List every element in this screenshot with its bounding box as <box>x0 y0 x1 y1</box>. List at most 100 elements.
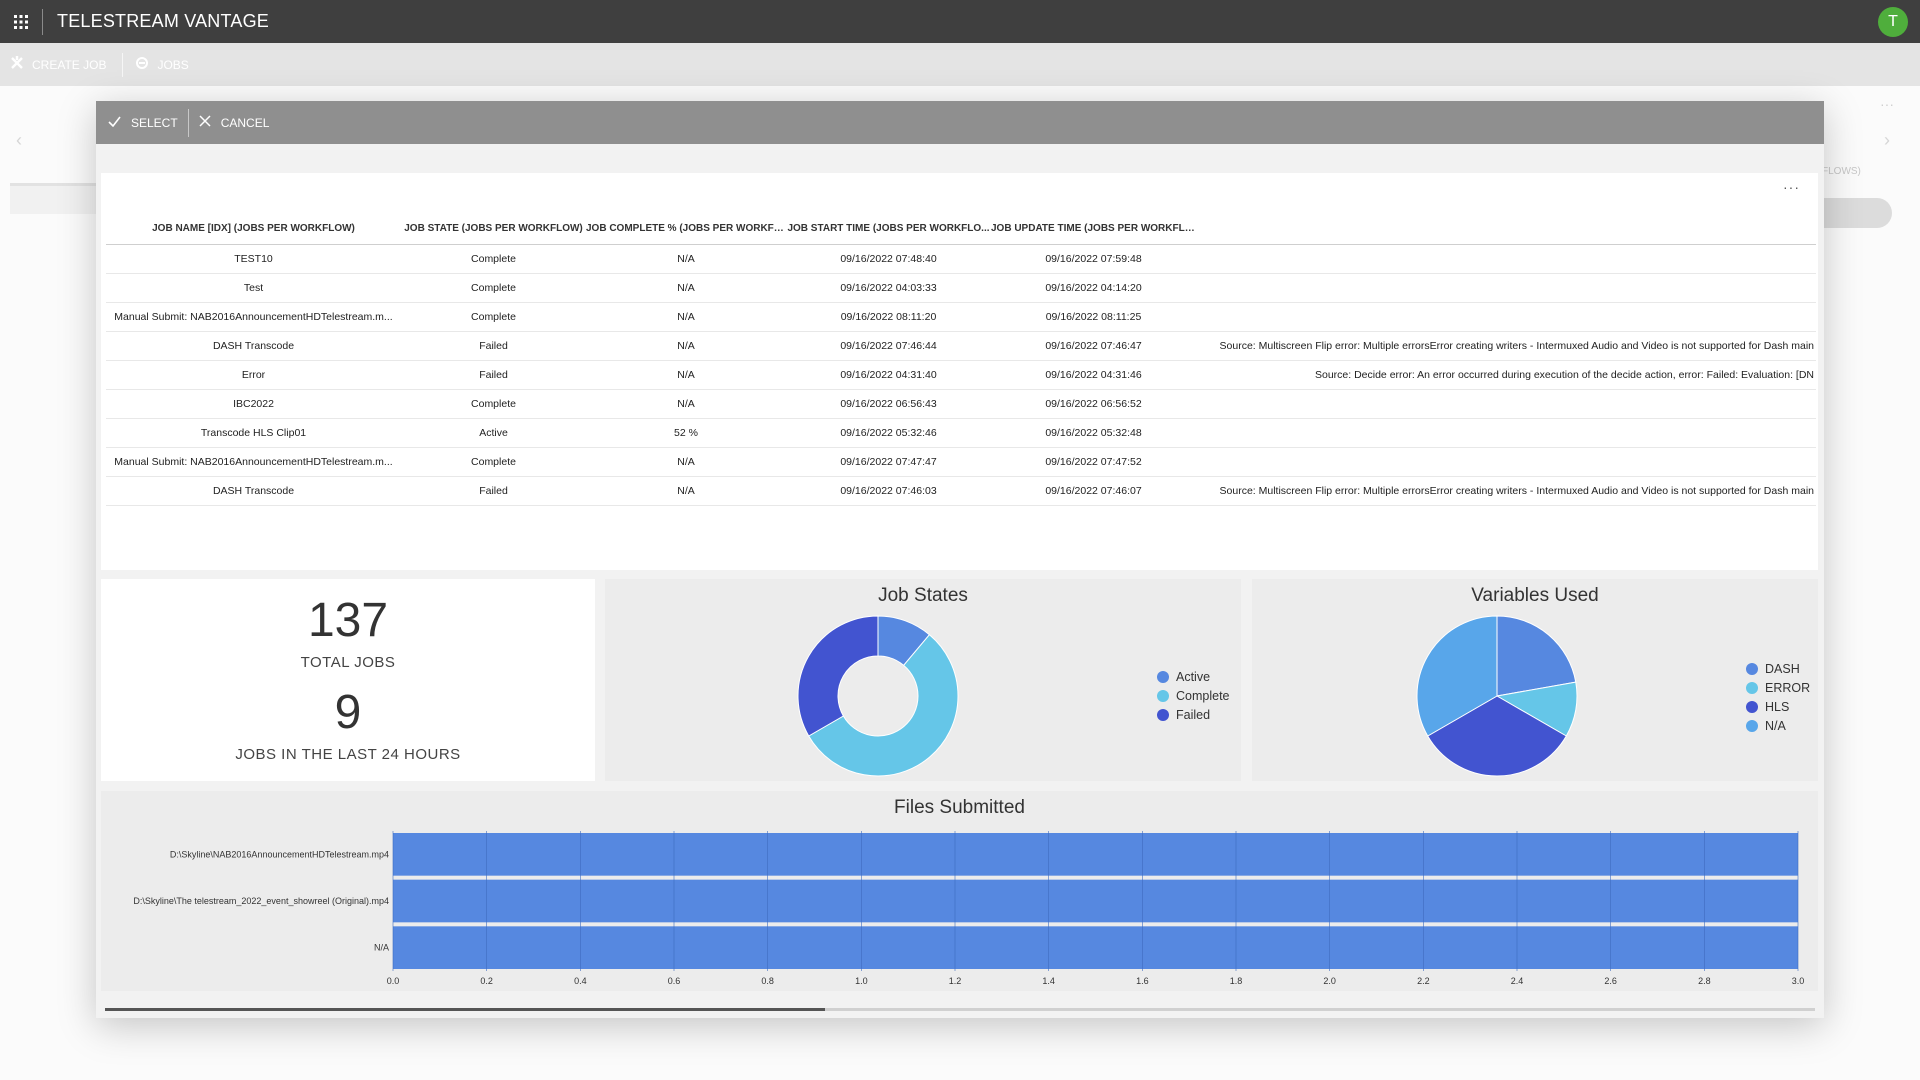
cell-job-state: Complete <box>471 253 516 265</box>
x-tick-label: 2.6 <box>1604 976 1617 986</box>
variables-used-title: Variables Used <box>1471 585 1599 606</box>
jobs-icon <box>135 56 149 73</box>
create-job-label: CREATE JOB <box>32 57 107 72</box>
pie-slice-n-a[interactable] <box>1416 615 1498 737</box>
column-header-start-time[interactable]: JOB START TIME (JOBS PER WORKFLO... <box>787 223 990 234</box>
pie-slice-complete[interactable] <box>808 634 959 777</box>
x-tick-label: 0.8 <box>761 976 774 986</box>
select-button[interactable]: SELECT <box>108 101 188 144</box>
legend-item[interactable]: N/A <box>1746 716 1810 735</box>
legend-swatch <box>1746 681 1758 694</box>
table-row[interactable]: DASH Transcode Failed N/A 09/16/2022 07:46:… <box>106 332 1816 361</box>
header-divider <box>42 8 43 35</box>
bar[interactable] <box>393 879 1798 923</box>
legend-item[interactable]: Failed <box>1157 705 1230 724</box>
dialog-toolbar-divider <box>187 108 189 137</box>
legend-item[interactable]: ERROR <box>1746 678 1810 697</box>
create-job-button[interactable]: CREATE JOB <box>10 56 106 73</box>
legend-label: Complete <box>1176 688 1230 703</box>
legend-swatch <box>1157 670 1169 683</box>
cell-job-state: Complete <box>471 456 516 468</box>
x-tick-label: 0.0 <box>387 976 400 986</box>
column-header-job-complete[interactable]: JOB COMPLETE % (JOBS PER WORKFLOW) <box>586 223 786 234</box>
legend-item[interactable]: DASH <box>1746 659 1810 678</box>
job-states-title: Job States <box>878 585 968 606</box>
legend-label: N/A <box>1765 718 1786 733</box>
table-row[interactable]: TEST10 Complete N/A 09/16/2022 07:48:40 09/1… <box>106 245 1816 274</box>
close-icon <box>199 115 211 130</box>
background-divider <box>10 183 96 186</box>
pie-slice-dash[interactable] <box>1496 615 1577 697</box>
legend-item[interactable]: Complete <box>1157 686 1230 705</box>
check-icon <box>108 116 121 130</box>
select-dialog: SELECT CANCEL ··· JOB NAME [IDX] (JOBS P… <box>96 101 1824 1018</box>
files-submitted-title: Files Submitted <box>894 797 1025 818</box>
cell-job-complete: 52 % <box>674 427 698 439</box>
x-tick-label: 2.8 <box>1698 976 1711 986</box>
bar[interactable] <box>393 833 1798 876</box>
column-header-job-state[interactable]: JOB STATE (JOBS PER WORKFLOW) <box>404 223 583 234</box>
column-header-job-name[interactable]: JOB NAME [IDX] (JOBS PER WORKFLOW) <box>152 223 355 234</box>
cell-job-name: Transcode HLS Clip01 <box>200 427 307 439</box>
background-column-label: FLOWS) <box>1822 166 1861 177</box>
column-header-update-time[interactable]: JOB UPDATE TIME (JOBS PER WORKFLO... <box>991 223 1196 234</box>
cell-start-time: 09/16/2022 08:11:20 <box>840 311 937 323</box>
legend-label: Active <box>1176 669 1211 684</box>
more-options-icon[interactable]: ··· <box>1783 179 1800 195</box>
cell-job-state: Complete <box>471 311 516 323</box>
cell-update-time: 09/16/2022 04:14:20 <box>1045 282 1142 294</box>
cell-job-complete: N/A <box>677 340 695 352</box>
cell-job-name: Manual Submit: NAB2016AnnouncementHDTele… <box>114 456 393 468</box>
cell-job-name: DASH Transcode <box>212 485 295 497</box>
table-row[interactable]: IBC2022 Complete N/A 09/16/2022 06:56:43 09/… <box>106 390 1816 419</box>
x-tick-label: 3.0 <box>1792 976 1805 986</box>
cell-update-time: 09/16/2022 05:32:48 <box>1045 427 1142 439</box>
x-tick-label: 0.4 <box>574 976 587 986</box>
cell-job-complete: N/A <box>677 456 695 468</box>
table-row[interactable]: Manual Submit: NAB2016AnnouncementHDTele… <box>106 448 1816 477</box>
x-tick-label: 1.0 <box>855 976 868 986</box>
jobs-table-card: ··· JOB NAME [IDX] (JOBS PER WORKFLOW) J… <box>101 173 1818 570</box>
table-row[interactable]: Test Complete N/A 09/16/2022 04:03:33 09/16/… <box>106 274 1816 303</box>
legend-item[interactable]: Active <box>1157 667 1230 686</box>
files-submitted-chart: D:\Skyline\NAB2016AnnouncementHDTelestre… <box>133 831 1805 986</box>
background-pill <box>1818 198 1892 228</box>
table-row[interactable]: Error Failed N/A 09/16/2022 04:31:40 09/16/2… <box>106 361 1816 390</box>
cancel-button[interactable]: CANCEL <box>199 101 280 144</box>
user-avatar[interactable]: T <box>1878 7 1908 37</box>
pie-slice-failed[interactable] <box>797 615 879 737</box>
files-submitted-panel: Files Submitted D:\Skyline\NAB2016Announ… <box>101 791 1818 991</box>
app-header: TELESTREAM VANTAGE T <box>0 0 1920 43</box>
scrollbar-thumb[interactable] <box>105 1008 825 1011</box>
cell-job-name: Test <box>243 282 264 294</box>
cell-job-state: Complete <box>471 282 516 294</box>
cell-start-time: 09/16/2022 04:03:33 <box>840 282 937 294</box>
cell-message: Source: Multiscreen Flip error: Multiple… <box>1219 485 1814 497</box>
cell-job-complete: N/A <box>677 369 695 381</box>
legend-swatch <box>1157 689 1169 702</box>
horizontal-scrollbar[interactable] <box>105 1008 1815 1011</box>
cell-update-time: 09/16/2022 04:31:46 <box>1045 369 1142 381</box>
table-row[interactable]: Manual Submit: NAB2016AnnouncementHDTele… <box>106 303 1816 332</box>
bar[interactable] <box>393 926 1798 969</box>
pie-slice-hls[interactable] <box>1427 695 1567 777</box>
x-tick-label: 1.6 <box>1136 976 1149 986</box>
cell-start-time: 09/16/2022 04:31:40 <box>840 369 937 381</box>
cell-start-time: 09/16/2022 07:47:47 <box>840 456 937 468</box>
apps-grid-icon[interactable] <box>0 0 42 43</box>
x-tick-label: 1.2 <box>949 976 962 986</box>
jobs-button[interactable]: JOBS <box>135 56 189 73</box>
job-states-panel: Job States Active Complete Failed <box>605 579 1241 781</box>
cell-update-time: 09/16/2022 07:47:52 <box>1045 456 1142 468</box>
cell-start-time: 09/16/2022 07:46:03 <box>840 485 937 497</box>
background-chevron-right-icon: › <box>1884 130 1890 150</box>
cell-job-complete: N/A <box>677 253 695 265</box>
app-title: TELESTREAM VANTAGE <box>57 11 269 31</box>
x-tick-label: 1.8 <box>1230 976 1243 986</box>
y-tick-label: N/A <box>374 943 389 953</box>
legend-item[interactable]: HLS <box>1746 697 1810 716</box>
table-row[interactable]: DASH Transcode Failed N/A 09/16/2022 07:46:… <box>106 477 1816 506</box>
background-toolbar: CREATE JOB JOBS <box>0 43 1920 86</box>
cell-update-time: 09/16/2022 08:11:25 <box>1045 311 1142 323</box>
table-row[interactable]: Transcode HLS Clip01 Active 52 % 09/16/2022… <box>106 419 1816 448</box>
